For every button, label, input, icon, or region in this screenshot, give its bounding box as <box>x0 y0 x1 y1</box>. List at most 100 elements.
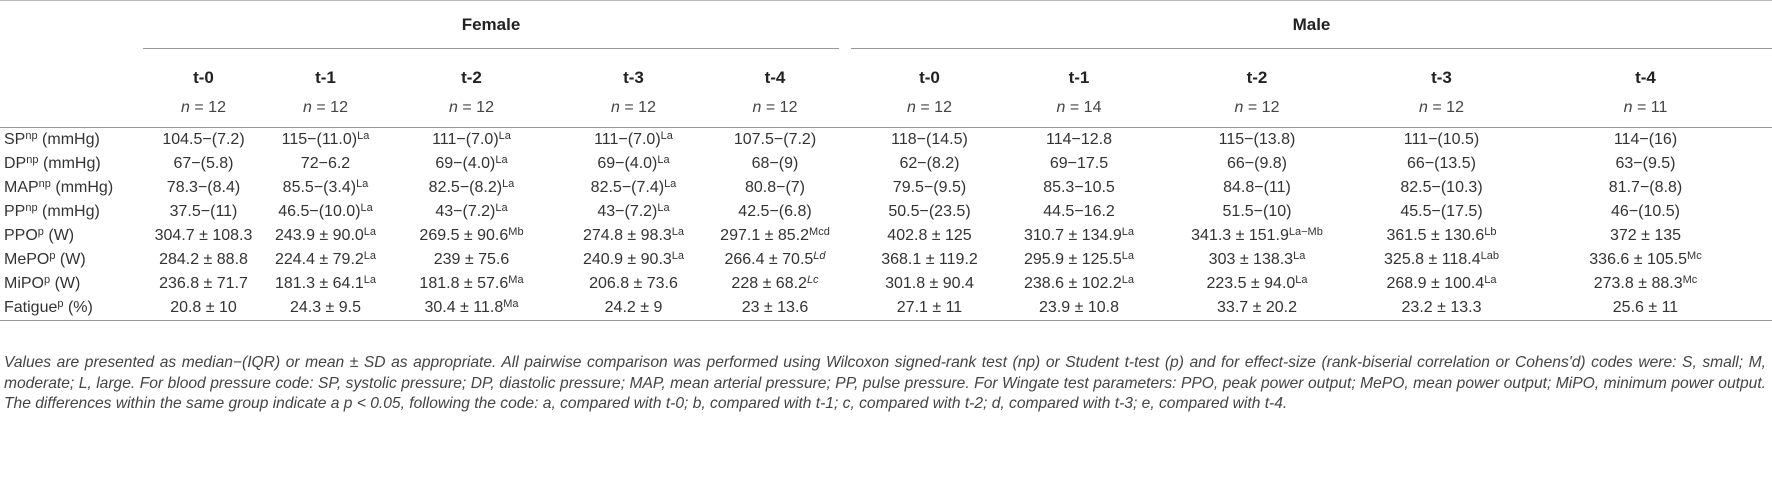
effect-size-code: La <box>357 129 370 142</box>
table-cell: 78.3−(8.4) <box>166 178 241 196</box>
table-cell: 107.5−(7.2) <box>733 130 817 148</box>
table-cell: 228 ± 68.2Lc <box>731 274 819 293</box>
sample-size: n = 12 <box>181 99 226 116</box>
effect-size-code: Ma <box>503 297 519 310</box>
effect-size-code: La <box>657 201 670 214</box>
sample-size: n = 12 <box>907 99 952 116</box>
table-cell: 68−(9) <box>751 154 799 172</box>
table-cell: 115−(11.0)La <box>281 129 370 148</box>
table-cell: 266.4 ± 70.5Ld <box>724 250 826 269</box>
row-label: MePOp (W) <box>4 250 86 269</box>
table-cell: 33.7 ± 20.2 <box>1217 298 1297 316</box>
table-row: PPOp (W) 304.7 ± 108.3 243.9 ± 90.0La 269.5… <box>0 224 1772 248</box>
table-cell: 50.5−(23.5) <box>888 202 971 220</box>
table-row: PPnp (mmHg) 37.5−(11) 46.5−(10.0)La 43−(7.2… <box>0 200 1772 224</box>
table-cell: 118−(14.5) <box>891 130 968 148</box>
table-cell: 240.9 ± 90.3La <box>582 250 685 269</box>
table-cell: 23.9 ± 10.8 <box>1039 298 1119 316</box>
effect-size-code: La <box>363 250 377 263</box>
table-cell: 24.3 ± 9.5 <box>289 298 362 316</box>
effect-size-code: La <box>360 201 373 214</box>
table-cell: 43−(7.2)La <box>597 201 670 220</box>
table-cell: 111−(10.5) <box>1403 130 1480 148</box>
table-cell: 402.8 ± 125 <box>887 226 972 244</box>
effect-size-code: Mc <box>1687 250 1702 263</box>
row-label: MAPnp (mmHg) <box>4 177 114 196</box>
results-table: Female Male t-0 t-1 t-2 t-3 t-4 t-0 t-1 … <box>0 0 1772 321</box>
table-cell: 115−(13.8) <box>1218 130 1296 148</box>
row-label: PPOp (W) <box>4 225 75 244</box>
row-label: PPnp (mmHg) <box>4 201 100 220</box>
table-cell: 114−(16) <box>1613 130 1678 148</box>
table-cell: 20.8 ± 10 <box>170 298 237 316</box>
table-cell: 66−(9.8) <box>1226 154 1288 172</box>
table-cell: 297.1 ± 85.2Mcd <box>720 225 830 244</box>
table-cell: 24.2 ± 9 <box>604 298 663 316</box>
effect-size-code: La <box>356 177 369 190</box>
table-cell: 23.2 ± 13.3 <box>1401 298 1482 316</box>
table-cell: 69−(4.0)La <box>435 153 508 172</box>
table-cell: 111−(7.0)La <box>594 129 673 148</box>
table-row: MiPOp (W) 236.8 ± 71.7 181.3 ± 64.1La 181.8… <box>0 272 1772 296</box>
timepoint-header: t-2 <box>461 68 482 87</box>
table-cell: 85.3−10.5 <box>1043 178 1115 196</box>
table-cell: 46−(10.5) <box>1611 202 1680 220</box>
effect-size-code: La <box>363 225 377 238</box>
sample-size: n = 12 <box>611 99 656 116</box>
effect-size-code: Mcd <box>809 225 830 238</box>
timepoint-header: t-1 <box>1068 68 1090 87</box>
table-cell: 82.5−(7.4)La <box>590 177 677 196</box>
timepoint-header: t-4 <box>1635 68 1656 87</box>
table-cell: 44.5−16.2 <box>1043 202 1115 220</box>
effect-size-code: La <box>1121 250 1134 263</box>
effect-size-code: Lab <box>1480 250 1499 263</box>
table-cell: 25.6 ± 11 <box>1612 298 1679 316</box>
sample-size: n = 12 <box>1419 99 1464 116</box>
row-label: DPnp (mmHg) <box>4 153 101 172</box>
effect-size-code: Ld <box>813 250 826 263</box>
table-cell: 223.5 ± 94.0La <box>1206 274 1308 293</box>
effect-size-code: La <box>495 201 508 214</box>
table-cell: 268.9 ± 100.4La <box>1386 274 1497 293</box>
sample-size: n = 12 <box>1234 99 1280 116</box>
table-cell: 295.9 ± 125.5La <box>1024 250 1134 269</box>
table-cell: 42.5−(6.8) <box>738 202 812 220</box>
table-cell: 238.6 ± 102.2La <box>1024 274 1134 293</box>
table-cell: 80.8−(7) <box>744 178 806 196</box>
effect-size-code: La <box>671 225 685 238</box>
table-cell: 181.8 ± 57.6Ma <box>419 274 524 293</box>
table-cell: 274.8 ± 98.3La <box>582 225 685 244</box>
table-cell: 310.7 ± 134.9La <box>1024 225 1134 244</box>
table-cell: 85.5−(3.4)La <box>282 177 369 196</box>
table-cell: 206.8 ± 73.6 <box>589 275 678 293</box>
timepoint-header: t-3 <box>1431 68 1452 87</box>
timepoint-header: t-3 <box>623 68 644 87</box>
table-cell: 372 ± 135 <box>1609 226 1682 244</box>
effect-size-code: La <box>1484 274 1497 287</box>
table-row: MePOp (W) 284.2 ± 88.8 224.4 ± 79.2La 239 ±… <box>0 248 1772 272</box>
table-cell: 111−(7.0)La <box>432 129 511 148</box>
table-cell: 325.8 ± 118.4Lab <box>1384 250 1499 269</box>
effect-size-code: La <box>671 250 685 263</box>
effect-size-code: La−Mb <box>1288 225 1323 238</box>
row-label: SPnp (mmHg) <box>4 129 100 148</box>
table-cell: 51.5−(10) <box>1222 202 1292 220</box>
table-footnote: Values are presented as median−(IQR) or … <box>4 354 1766 413</box>
effect-size-code: Ma <box>508 274 524 287</box>
table-cell: 62−(8.2) <box>899 154 960 172</box>
table-row: DPnp (mmHg) 67−(5.8) 72−6.2 69−(4.0)La 69−(4… <box>0 152 1772 176</box>
table-cell: 284.2 ± 88.8 <box>159 251 248 269</box>
effect-size-code: La <box>498 129 511 142</box>
table-cell: 72−6.2 <box>300 154 351 172</box>
effect-size-code: Mb <box>508 225 524 238</box>
effect-size-code: La <box>657 153 670 166</box>
effect-size-code: La <box>363 274 377 287</box>
effect-size-code: La <box>1121 274 1134 287</box>
effect-size-code: La <box>502 177 515 190</box>
sample-size: n = 12 <box>449 99 494 116</box>
table-cell: 23 ± 13.6 <box>741 298 809 316</box>
effect-size-code: La <box>1121 225 1134 238</box>
table-cell: 81.7−(8.8) <box>1608 178 1683 196</box>
table-cell: 181.3 ± 64.1La <box>274 274 377 293</box>
table-row: SPnp (mmHg) 104.5−(7.2) 115−(11.0)La 111−(7… <box>0 128 1772 152</box>
